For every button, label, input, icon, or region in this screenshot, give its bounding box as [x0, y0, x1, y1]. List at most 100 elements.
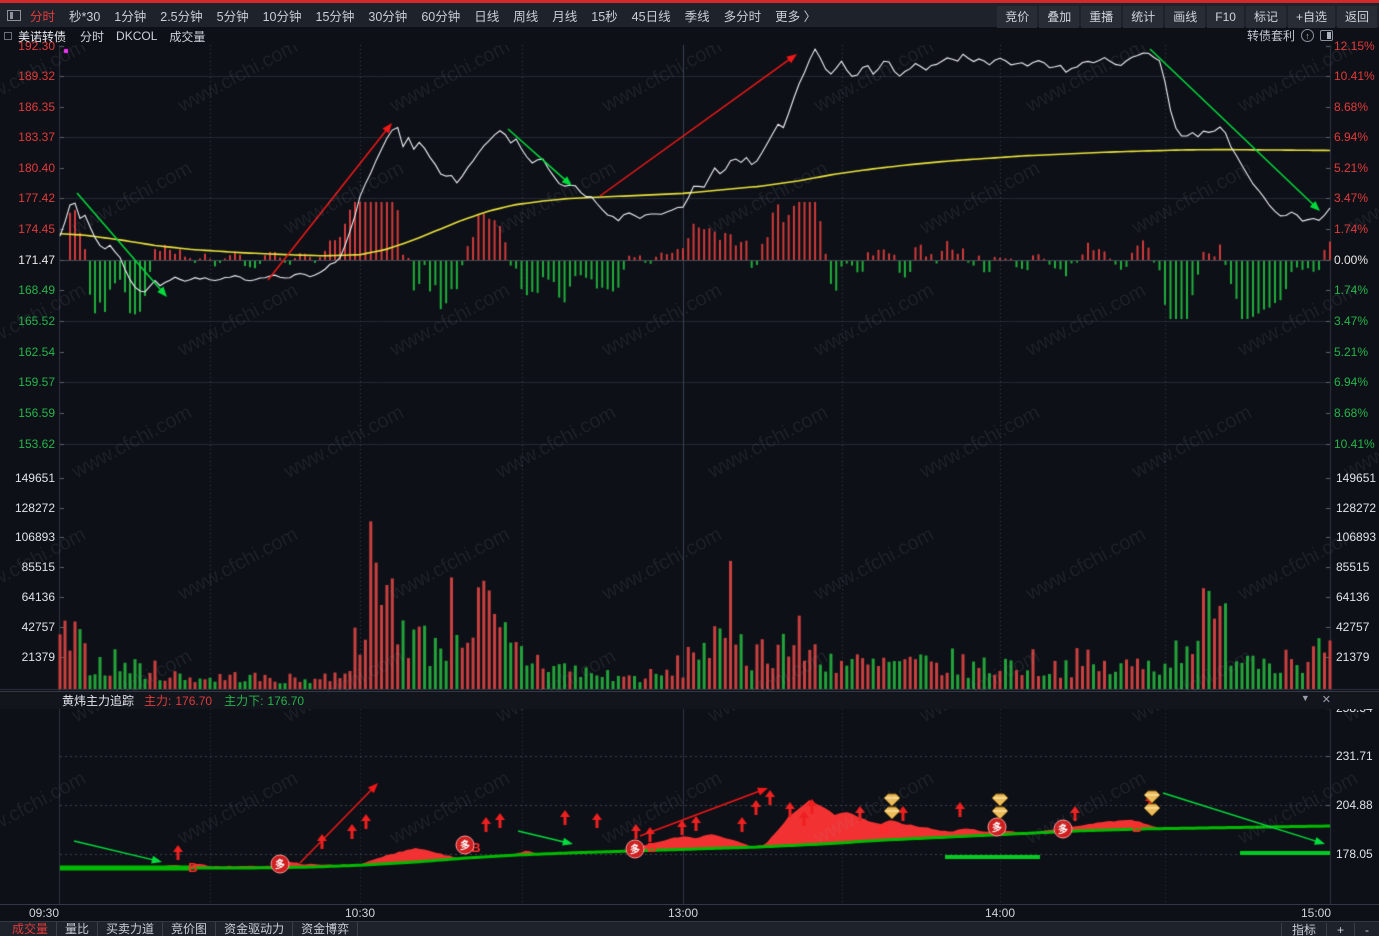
- price-axis-label-3: 183.37: [18, 130, 55, 144]
- period-tab-15[interactable]: 多分时: [723, 9, 762, 24]
- top-toolbar: 分时 秒*30 1分钟 2.5分钟 5分钟 10分钟 15分钟 30分钟 60分钟 日线 周线 月线 1…: [0, 0, 1379, 28]
- toolbar-button-6[interactable]: 标记: [1245, 6, 1286, 28]
- period-tab-5[interactable]: 10分钟: [262, 9, 302, 24]
- indicator-tabs: 成交量 量比 买卖力道 竞价图 资金驱动力 资金博弈: [4, 922, 359, 936]
- price-axis-label-13: 153.62: [18, 437, 55, 451]
- volume-axis-left-label-5: 42757: [21, 620, 55, 634]
- period-tab-12[interactable]: 15秒: [591, 9, 618, 24]
- volume-axis-right-label-5: 42757: [1336, 620, 1370, 634]
- period-tabs: 分时 秒*30 1分钟 2.5分钟 5分钟 10分钟 15分钟 30分钟 60分钟 日线 周线 月线 1…: [30, 6, 816, 25]
- sub-axis-label-2: 204.88: [1336, 798, 1373, 812]
- volume-axis-right-label-4: 64136: [1336, 590, 1370, 604]
- bottom-tab-4[interactable]: 资金驱动力: [216, 922, 294, 936]
- volume-axis-left-label-2: 106893: [14, 530, 55, 544]
- main-force-lower-label: 主力下:: [224, 694, 264, 708]
- toolbar-button-3[interactable]: 统计: [1123, 6, 1164, 28]
- add-panel-button[interactable]: +: [1325, 922, 1354, 936]
- period-tab-3[interactable]: 2.5分钟: [160, 9, 203, 24]
- period-tab-16[interactable]: 更多 〉: [775, 9, 817, 24]
- toolbar-button-7[interactable]: +自选: [1287, 6, 1335, 28]
- price-axis-label-11: 159.57: [18, 375, 55, 389]
- price-axis-label-5: 177.42: [18, 191, 55, 205]
- pct-axis-label-8: 1.74%: [1334, 283, 1369, 297]
- bottom-tab-0[interactable]: 成交量: [4, 922, 58, 936]
- toolbar-button-8[interactable]: 返回: [1336, 6, 1377, 28]
- bottom-tab-2[interactable]: 买卖力道: [98, 922, 164, 936]
- price-axis-label-1: 189.32: [18, 69, 55, 83]
- main-force-lower-value: 176.70: [267, 693, 305, 708]
- volume-axis-right-label-3: 85515: [1336, 560, 1370, 574]
- volume-axis-left-label-1: 128272: [14, 501, 55, 515]
- expand-up-icon[interactable]: ↑: [1301, 29, 1314, 42]
- main-force-label: 主力:: [144, 694, 172, 708]
- time-label-4: 15:00: [1300, 906, 1332, 920]
- pct-axis-label-7: 0.00%: [1334, 253, 1369, 267]
- period-tab-8[interactable]: 60分钟: [421, 9, 461, 24]
- price-axis-label-9: 165.52: [18, 314, 55, 328]
- time-label-3: 14:00: [984, 906, 1016, 920]
- split-view-icon-bar: [1327, 32, 1331, 39]
- toolbar-button-5[interactable]: F10: [1207, 6, 1244, 28]
- volume-axis-right-label-1: 128272: [1336, 501, 1377, 515]
- period-tab-14[interactable]: 季线: [684, 9, 710, 24]
- time-label-2: 13:00: [667, 906, 699, 920]
- volume-axis-left-label-3: 85515: [21, 560, 55, 574]
- pct-axis-label-12: 8.68%: [1334, 406, 1369, 420]
- price-axis-label-10: 162.54: [18, 345, 55, 359]
- bond-arbitrage-link[interactable]: 转债套利: [1246, 29, 1295, 43]
- indicator-name[interactable]: 黄炜主力追踪: [62, 694, 135, 708]
- header-right-tools: 转债套利 ↑: [1247, 27, 1333, 44]
- pct-axis-label-9: 3.47%: [1334, 314, 1369, 328]
- price-axis-label-8: 168.49: [18, 283, 55, 297]
- indicator-panel-header: 黄炜主力追踪 主力: 176.70 主力下: 176.70 ▼ ✕: [0, 691, 1379, 709]
- collapse-icon[interactable]: ▼: [1300, 693, 1310, 703]
- remove-panel-button[interactable]: -: [1354, 922, 1379, 936]
- layout-icon[interactable]: [7, 9, 21, 21]
- volume-axis-left-label-0: 149651: [14, 471, 55, 485]
- toolbar-button-4[interactable]: 画线: [1165, 6, 1206, 28]
- period-tab-7[interactable]: 30分钟: [368, 9, 408, 24]
- volume-axis-right-label-0: 149651: [1336, 471, 1377, 485]
- toolbar-button-0[interactable]: 竞价: [997, 6, 1038, 28]
- time-label-0: 09:30: [28, 906, 60, 920]
- small-square-icon: [4, 32, 12, 40]
- period-tab-9[interactable]: 日线: [474, 9, 500, 24]
- chart-header: 美诺转债 分时 DKCOL 成交量 转债套利 ↑: [0, 27, 1379, 45]
- toolbar-button-2[interactable]: 重播: [1081, 6, 1122, 28]
- main-force-value: 176.70: [175, 693, 213, 708]
- pct-axis-label-4: 5.21%: [1334, 161, 1369, 175]
- split-view-icon[interactable]: [1320, 30, 1333, 41]
- period-tab-4[interactable]: 5分钟: [216, 9, 249, 24]
- period-tab-10[interactable]: 周线: [513, 9, 539, 24]
- pct-axis-label-13: 10.41%: [1334, 437, 1375, 451]
- price-axis-label-2: 186.35: [18, 100, 55, 114]
- symbol-name: 美诺转债: [18, 29, 67, 44]
- price-axis-label-0: 192.30: [18, 39, 55, 53]
- price-axis-label-7: 171.47: [18, 253, 55, 267]
- period-tab-13[interactable]: 45日线: [631, 9, 671, 24]
- time-axis: 09:30 10:30 13:00 14:00 15:00: [0, 904, 1379, 921]
- pct-axis-label-0: 12.15%: [1334, 39, 1375, 53]
- bottom-tab-1[interactable]: 量比: [57, 922, 99, 936]
- bottom-tab-3[interactable]: 竞价图: [163, 922, 217, 936]
- price-axis-label-4: 180.40: [18, 161, 55, 175]
- period-tab-2[interactable]: 1分钟: [114, 9, 147, 24]
- indicator-select-tab[interactable]: 指标: [1280, 922, 1326, 936]
- sub-axis-label-1: 231.71: [1336, 749, 1373, 763]
- close-icon[interactable]: ✕: [1321, 694, 1331, 706]
- time-label-1: 10:30: [344, 906, 376, 920]
- price-axis-label-12: 156.59: [18, 406, 55, 420]
- pct-axis-label-2: 8.68%: [1334, 100, 1369, 114]
- bottom-tab-5[interactable]: 资金博弈: [293, 922, 359, 936]
- period-tab-1[interactable]: 秒*30: [69, 9, 101, 24]
- toolbar-button-1[interactable]: 叠加: [1039, 6, 1080, 28]
- period-tab-11[interactable]: 月线: [552, 9, 578, 24]
- pct-axis-label-10: 5.21%: [1334, 345, 1369, 359]
- period-tab-0[interactable]: 分时: [30, 9, 56, 24]
- pct-axis-label-11: 6.94%: [1334, 375, 1369, 389]
- panel-controls: 指标 + -: [1280, 922, 1379, 936]
- indicator-tools: ▼ ✕: [1301, 693, 1331, 706]
- period-tab-6[interactable]: 15分钟: [315, 9, 355, 24]
